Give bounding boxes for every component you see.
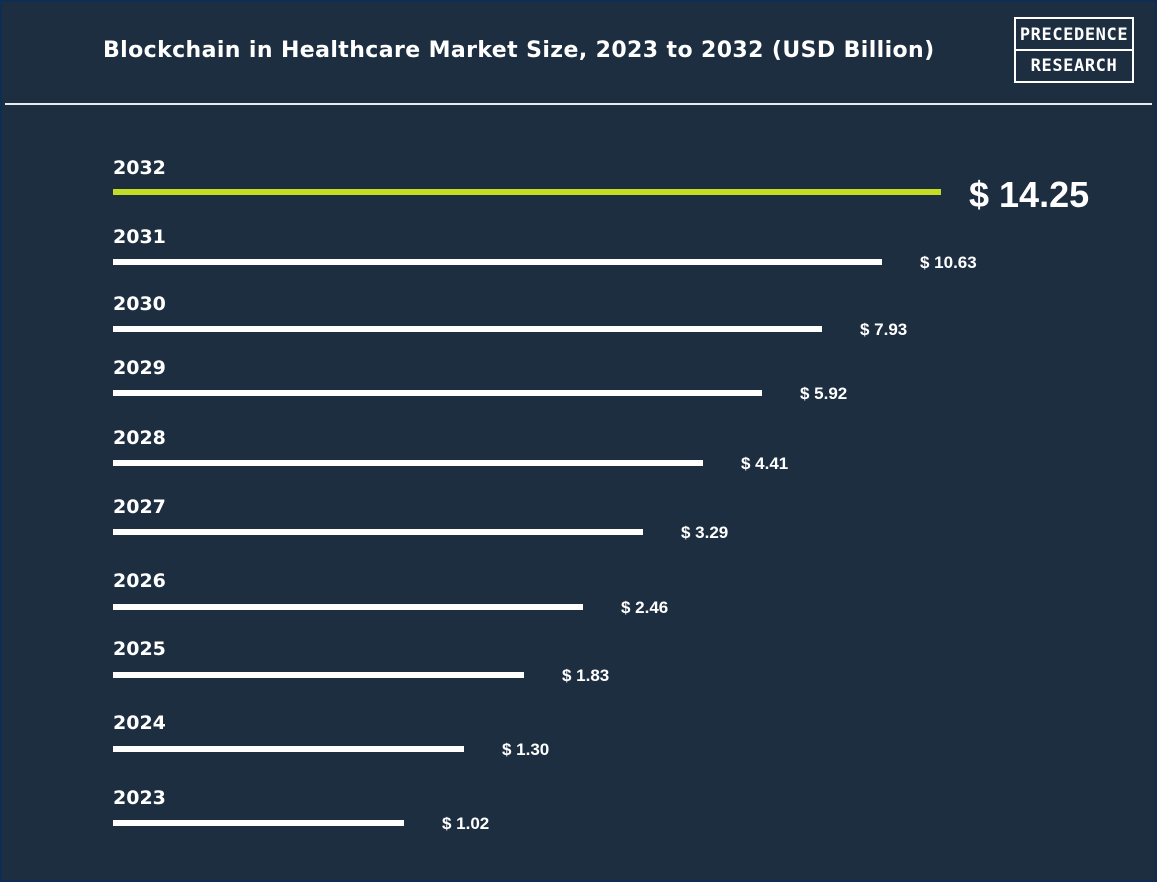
bar-2026 — [113, 604, 583, 610]
value-label-2023: $ 1.02 — [442, 814, 489, 833]
year-label-2031: 2031 — [113, 226, 166, 248]
logo-line-2: RESEARCH — [1014, 49, 1134, 83]
value-label-2027: $ 3.29 — [681, 523, 728, 542]
bar-2032 — [113, 189, 941, 195]
year-label-2030: 2030 — [113, 293, 166, 315]
year-label-2024: 2024 — [113, 712, 166, 734]
header-divider — [5, 103, 1152, 105]
year-label-2028: 2028 — [113, 427, 166, 449]
bar-2024 — [113, 746, 464, 752]
bar-2025 — [113, 672, 524, 678]
value-label-2029: $ 5.92 — [800, 384, 847, 403]
year-label-2029: 2029 — [113, 357, 166, 379]
chart-title: Blockchain in Healthcare Market Size, 20… — [103, 38, 935, 63]
bar-2027 — [113, 529, 643, 535]
bar-2029 — [113, 390, 762, 396]
bar-2030 — [113, 326, 822, 332]
year-label-2027: 2027 — [113, 496, 166, 518]
value-label-2026: $ 2.46 — [621, 598, 668, 617]
bar-2031 — [113, 259, 882, 265]
bar-2023 — [113, 820, 404, 826]
year-label-2025: 2025 — [113, 638, 166, 660]
logo-line-1: PRECEDENCE — [1014, 17, 1134, 49]
value-label-2028: $ 4.41 — [741, 454, 788, 473]
precedence-research-logo: PRECEDENCE RESEARCH — [1014, 17, 1134, 83]
value-label-2032: $ 14.25 — [969, 174, 1089, 215]
value-label-2024: $ 1.30 — [502, 740, 549, 759]
value-label-2025: $ 1.83 — [562, 666, 609, 685]
year-label-2023: 2023 — [113, 787, 166, 809]
bar-2028 — [113, 460, 703, 466]
value-label-2031: $ 10.63 — [920, 253, 977, 272]
value-label-2030: $ 7.93 — [860, 320, 907, 339]
year-label-2026: 2026 — [113, 570, 166, 592]
year-label-2032: 2032 — [113, 157, 166, 179]
